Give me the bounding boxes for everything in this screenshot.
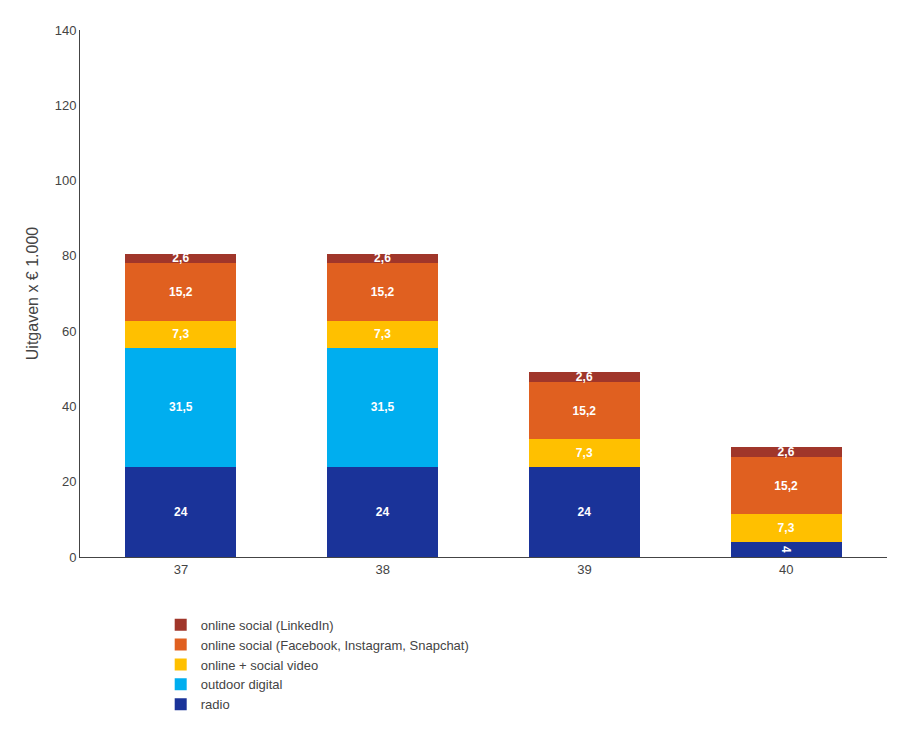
- svg-text:7,3: 7,3: [172, 327, 189, 341]
- svg-text:4: 4: [779, 546, 793, 553]
- svg-text:20: 20: [62, 474, 76, 489]
- svg-text:7,3: 7,3: [778, 521, 795, 535]
- svg-text:140: 140: [55, 23, 77, 38]
- svg-text:outdoor digital: outdoor digital: [201, 677, 283, 692]
- svg-text:15,2: 15,2: [774, 479, 798, 493]
- svg-text:7,3: 7,3: [374, 327, 391, 341]
- svg-text:15,2: 15,2: [169, 285, 193, 299]
- svg-text:80: 80: [62, 248, 76, 263]
- svg-text:100: 100: [55, 173, 77, 188]
- svg-text:radio: radio: [201, 697, 230, 712]
- svg-text:Uitgaven x € 1.000: Uitgaven x € 1.000: [24, 227, 41, 361]
- svg-text:online + social video: online + social video: [201, 658, 318, 673]
- svg-text:40: 40: [62, 399, 76, 414]
- svg-text:2,6: 2,6: [576, 370, 593, 384]
- svg-text:2,6: 2,6: [778, 445, 795, 459]
- svg-text:15,2: 15,2: [573, 404, 597, 418]
- svg-text:2,6: 2,6: [374, 251, 391, 265]
- svg-text:24: 24: [174, 505, 188, 519]
- svg-text:37: 37: [174, 562, 188, 577]
- svg-text:0: 0: [69, 550, 76, 565]
- svg-text:39: 39: [577, 562, 591, 577]
- svg-text:7,3: 7,3: [576, 446, 593, 460]
- svg-text:31,5: 31,5: [371, 400, 395, 414]
- svg-text:24: 24: [376, 505, 390, 519]
- svg-text:60: 60: [62, 324, 76, 339]
- svg-text:40: 40: [779, 562, 793, 577]
- svg-text:online social (LinkedIn): online social (LinkedIn): [201, 618, 334, 633]
- svg-text:120: 120: [55, 98, 77, 113]
- svg-text:24: 24: [578, 505, 592, 519]
- svg-text:31,5: 31,5: [169, 400, 193, 414]
- svg-text:38: 38: [375, 562, 389, 577]
- svg-text:2,6: 2,6: [172, 251, 189, 265]
- svg-text:15,2: 15,2: [371, 285, 395, 299]
- svg-text:online social (Facebook, Insta: online social (Facebook, Instagram, Snap…: [201, 638, 469, 653]
